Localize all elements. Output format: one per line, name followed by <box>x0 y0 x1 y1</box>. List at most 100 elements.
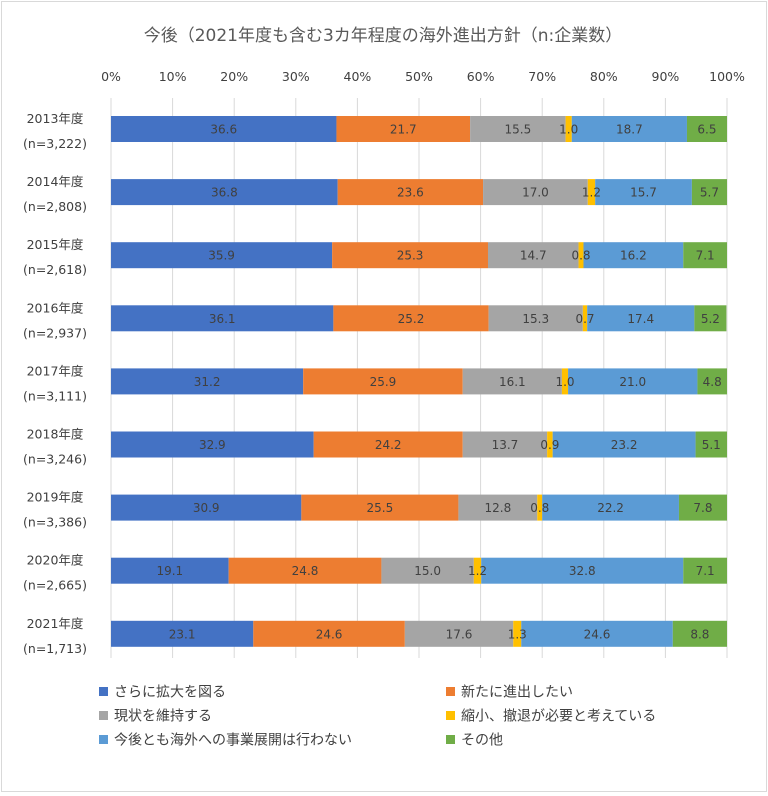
bar-segment <box>694 305 727 332</box>
x-tick-label: 100% <box>709 69 745 84</box>
legend-swatch <box>446 735 455 744</box>
data-label: 36.1 <box>209 312 236 326</box>
bar-segment <box>691 179 727 206</box>
bar-segment <box>473 557 482 584</box>
data-label: 17.4 <box>627 312 654 326</box>
category-year-label: 2016年度 <box>27 300 84 315</box>
data-label: 32.8 <box>569 564 596 578</box>
data-label: 1.2 <box>468 564 487 578</box>
bar-segment <box>111 494 302 521</box>
data-label: 36.6 <box>210 123 237 137</box>
data-label: 25.5 <box>367 501 394 515</box>
category-year-label: 2014年度 <box>27 174 84 189</box>
bar-segment <box>488 305 583 332</box>
data-label: 14.7 <box>520 249 547 263</box>
bar-segment <box>547 431 553 458</box>
data-label: 25.2 <box>398 312 425 326</box>
bar-segment <box>381 557 474 584</box>
x-tick-label: 80% <box>590 69 618 84</box>
bar-segment <box>303 368 463 395</box>
x-tick-label: 40% <box>344 69 372 84</box>
data-label: 22.2 <box>597 501 624 515</box>
bar-segment <box>595 179 692 206</box>
bar-segment <box>111 116 337 142</box>
legend-label: 今後とも海外への事業展開は行わない <box>114 733 352 749</box>
data-label: 7.1 <box>696 249 715 263</box>
data-label: 13.7 <box>492 438 519 452</box>
data-label: 0.9 <box>540 438 559 452</box>
data-label: 17.0 <box>522 186 549 200</box>
legend-label: その他 <box>461 733 503 749</box>
bar-segment <box>404 620 514 647</box>
data-label: 1.0 <box>555 375 574 389</box>
bar-segment <box>683 557 727 584</box>
x-tick-label: 20% <box>220 69 248 84</box>
category-n-label: (n=2,618) <box>23 262 87 277</box>
chart-title: 今後（2021年度も含む3カ年程度の海外進出方針（n:企業数） <box>144 26 623 46</box>
bar-segment <box>333 305 489 332</box>
data-label: 0.7 <box>575 312 594 326</box>
bar-segment <box>336 116 471 142</box>
data-label: 15.3 <box>522 312 549 326</box>
category-year-label: 2015年度 <box>27 237 84 252</box>
data-label: 24.6 <box>316 627 343 641</box>
bar-segment <box>332 242 488 269</box>
bar-segment <box>301 494 459 521</box>
bar-segment <box>542 494 679 521</box>
data-label: 24.8 <box>292 564 319 578</box>
bar-segment <box>678 494 727 521</box>
bar-segment <box>695 431 727 458</box>
data-label: 5.2 <box>701 312 720 326</box>
data-label: 4.8 <box>703 375 722 389</box>
bar-segment <box>462 431 548 458</box>
bar-segment <box>111 368 304 395</box>
data-label: 8.8 <box>690 627 709 641</box>
bar-segment <box>587 179 596 206</box>
bar-segment <box>697 368 727 395</box>
data-label: 15.5 <box>505 123 532 137</box>
bar-segment <box>537 494 543 521</box>
bar-segment <box>565 116 572 142</box>
data-label: 7.1 <box>696 564 715 578</box>
data-label: 23.1 <box>169 627 196 641</box>
data-label: 1.3 <box>508 627 527 641</box>
data-label: 6.5 <box>697 123 716 137</box>
data-label: 35.9 <box>208 249 235 263</box>
bar-segment <box>672 620 727 647</box>
category-n-label: (n=3,222) <box>23 136 87 151</box>
data-label: 0.8 <box>571 249 590 263</box>
legend-swatch <box>99 735 108 744</box>
data-label: 15.7 <box>630 186 657 200</box>
x-tick-label: 70% <box>528 69 556 84</box>
data-label: 25.3 <box>397 249 424 263</box>
data-label: 36.8 <box>211 186 238 200</box>
category-year-label: 2021年度 <box>27 616 84 631</box>
data-label: 25.9 <box>370 375 397 389</box>
category-n-label: (n=2,665) <box>23 578 87 593</box>
category-labels: 2013年度 (n=3,222) 2014年度 (n=2,808) 2015年度 (n=2… <box>23 111 87 656</box>
legend-swatch <box>446 711 455 720</box>
category-year-label: 2020年度 <box>27 553 84 568</box>
bar-segment <box>111 431 314 458</box>
x-tick-label: 0% <box>101 69 121 84</box>
data-label: 12.8 <box>484 501 511 515</box>
bar-segment <box>513 620 522 647</box>
legend-label: 縮小、撤退が必要と考えている <box>461 709 656 725</box>
category-year-label: 2018年度 <box>27 427 84 442</box>
data-label: 1.0 <box>559 123 578 137</box>
bar-segment <box>253 620 405 647</box>
data-label: 24.2 <box>375 438 402 452</box>
data-label: 24.6 <box>584 627 611 641</box>
bar-segments <box>111 116 727 647</box>
data-label: 15.0 <box>414 564 441 578</box>
bar-segment <box>561 368 569 395</box>
bar-segment <box>583 242 684 269</box>
bar-segment <box>582 305 588 332</box>
data-label: 0.8 <box>530 501 549 515</box>
bar-segment <box>111 557 229 584</box>
data-label: 5.7 <box>700 186 719 200</box>
bar-segment <box>462 368 562 395</box>
bar-segment <box>481 557 684 584</box>
